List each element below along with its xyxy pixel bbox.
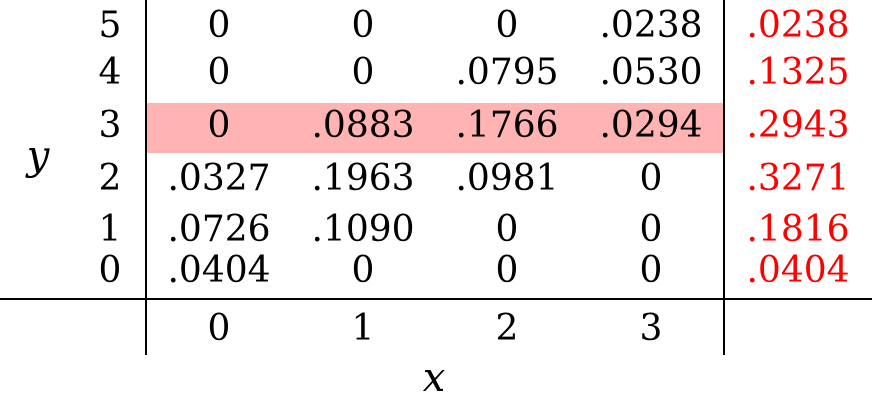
marginal-cell: .0404 <box>746 250 850 291</box>
x-axis-label: x <box>422 355 446 401</box>
table-cell: .1090 <box>311 209 415 250</box>
highlighted-row-background <box>146 103 723 153</box>
table-cell: 0 <box>639 158 663 199</box>
marginal-cell: .1816 <box>746 209 850 250</box>
table-cell: .0238 <box>599 5 703 46</box>
y-value-label: 3 <box>98 105 122 146</box>
marginal-cell: .2943 <box>746 105 850 146</box>
marginal-cell: .0238 <box>746 5 850 46</box>
marginal-cell: .1325 <box>746 52 850 93</box>
bottom-rule <box>0 298 872 300</box>
table-cell: .0795 <box>455 52 559 93</box>
y-value-label: 0 <box>98 250 122 291</box>
table-cell: 0 <box>207 105 231 146</box>
table-cell: 0 <box>207 52 231 93</box>
table-cell: 0 <box>495 5 519 46</box>
y-value-label: 1 <box>98 209 122 250</box>
y-value-label: 5 <box>98 5 122 46</box>
table-cell: 0 <box>639 250 663 291</box>
table-cell: .1963 <box>311 158 415 199</box>
x-value-label: 2 <box>495 308 519 349</box>
table-cell: .0530 <box>599 52 703 93</box>
table-cell: .0294 <box>599 105 703 146</box>
table-cell: .1766 <box>455 105 559 146</box>
table-cell: .0404 <box>167 250 271 291</box>
x-value-label: 0 <box>207 308 231 349</box>
table-cell: 0 <box>495 209 519 250</box>
y-value-label: 2 <box>98 158 122 199</box>
table-cell: 0 <box>495 250 519 291</box>
table-cell: 0 <box>207 5 231 46</box>
x-value-label: 3 <box>639 308 663 349</box>
left-divider <box>145 0 147 355</box>
table-cell: .0726 <box>167 209 271 250</box>
y-axis-label: y <box>26 133 50 179</box>
table-cell: 0 <box>639 209 663 250</box>
table-cell: .0981 <box>455 158 559 199</box>
x-value-label: 1 <box>351 308 375 349</box>
table-cell: 0 <box>351 52 375 93</box>
table-cell: .0327 <box>167 158 271 199</box>
right-divider <box>723 0 725 355</box>
table-cell: 0 <box>351 250 375 291</box>
table-cell: 0 <box>351 5 375 46</box>
marginal-cell: .3271 <box>746 158 850 199</box>
table-cell: .0883 <box>311 105 415 146</box>
y-value-label: 4 <box>98 52 122 93</box>
